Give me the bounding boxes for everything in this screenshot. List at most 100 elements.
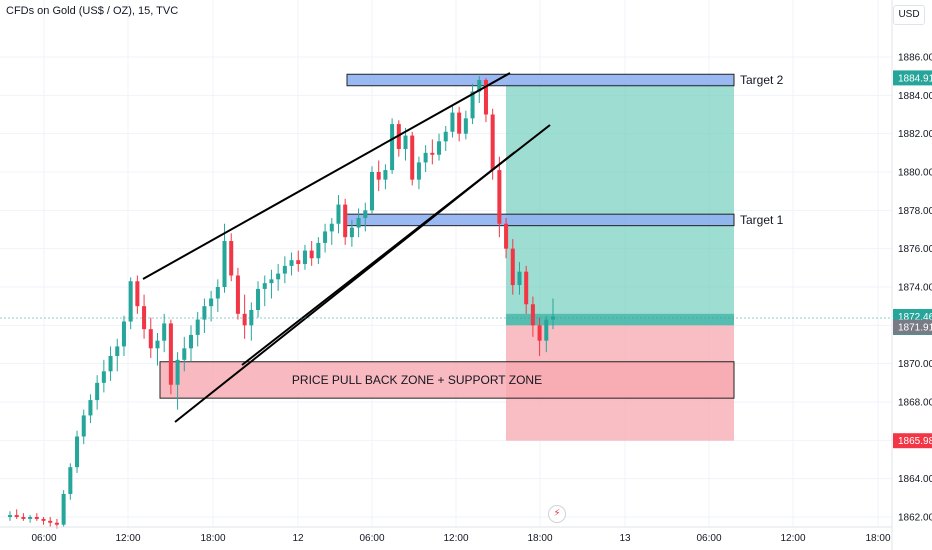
symbol-title: CFDs on Gold (US$ / OZ), 15, TVC (6, 5, 179, 17)
candle-body[interactable] (28, 517, 33, 519)
candle-body[interactable] (202, 306, 207, 320)
candle-body[interactable] (336, 204, 341, 224)
candle-body[interactable] (14, 515, 19, 517)
candle-body[interactable] (282, 265, 287, 274)
candle-body[interactable] (215, 287, 220, 299)
candle-body[interactable] (443, 131, 448, 142)
support-zone-box[interactable] (159, 361, 735, 399)
candle-body[interactable] (510, 248, 515, 286)
candle-body[interactable] (356, 218, 361, 228)
target-box[interactable] (343, 213, 735, 227)
candle-body[interactable] (524, 271, 529, 305)
candle-body[interactable] (490, 114, 495, 171)
candle-body[interactable] (497, 170, 502, 224)
candle-body[interactable] (115, 346, 120, 356)
candle-body[interactable] (249, 310, 254, 326)
candle-body[interactable] (7, 515, 13, 517)
candle-body[interactable] (61, 494, 66, 525)
y-tick-label: 1878.00 (898, 206, 932, 217)
candle-body[interactable] (416, 162, 421, 180)
candle-body[interactable] (128, 281, 133, 322)
candle-body[interactable] (517, 271, 522, 286)
candle-body[interactable] (242, 313, 247, 326)
candle-body[interactable] (262, 283, 267, 289)
candle-body[interactable] (101, 371, 106, 383)
candle-body[interactable] (537, 325, 542, 341)
candle-body[interactable] (209, 298, 214, 307)
target-zone[interactable] (506, 83, 734, 326)
candle-body[interactable] (329, 223, 334, 232)
candle-body[interactable] (182, 348, 187, 360)
candle-body[interactable] (383, 170, 388, 180)
price-tag-label: 1871.91 (898, 323, 932, 334)
candle-body[interactable] (21, 517, 26, 519)
candle-body[interactable] (349, 227, 354, 238)
candle-body[interactable] (390, 124, 395, 171)
time-axis[interactable]: 06:00 12:00 18:00 12 06:00 12:00 18:00 13 06:00 1… (0, 526, 892, 544)
candle-body[interactable] (309, 250, 314, 259)
candle-body[interactable] (121, 321, 126, 347)
candle-body[interactable] (470, 91, 475, 119)
candle-body[interactable] (316, 242, 321, 259)
candle-body[interactable] (423, 152, 428, 163)
candle-body[interactable] (135, 281, 140, 307)
candle-body[interactable] (323, 231, 328, 243)
candle-body[interactable] (48, 520, 53, 523)
candle-body[interactable] (175, 359, 180, 385)
candle-body[interactable] (376, 172, 381, 180)
x-tick-label: 13 (619, 533, 631, 544)
candle-body[interactable] (410, 135, 415, 180)
candle-body[interactable] (430, 152, 435, 155)
support-zone-label: PRICE PULL BACK ZONE + SUPPORT ZONE (292, 373, 542, 387)
candle-body[interactable] (276, 273, 281, 280)
candle-body[interactable] (95, 382, 100, 401)
candle-body[interactable] (363, 210, 368, 218)
candle-body[interactable] (188, 334, 194, 349)
candle-body[interactable] (75, 436, 80, 468)
price-tag-label: 1884.91 (898, 73, 932, 84)
candle-body[interactable] (34, 517, 39, 519)
target-box[interactable] (346, 73, 735, 87)
candle-body[interactable] (235, 275, 240, 314)
candle-body[interactable] (463, 118, 468, 134)
candle-body[interactable] (483, 80, 488, 115)
candle-body[interactable] (162, 323, 167, 341)
x-tick-label: 18:00 (527, 533, 552, 544)
price-tag (893, 70, 932, 86)
candle-body[interactable] (296, 260, 301, 264)
candle-body[interactable] (544, 319, 549, 341)
candle-body[interactable] (457, 112, 462, 134)
x-tick-label: 06:00 (359, 533, 384, 544)
candle-body[interactable] (108, 356, 113, 372)
candle-body[interactable] (269, 279, 274, 284)
currency-button[interactable]: USD (893, 5, 925, 25)
upper-channel-line[interactable] (142, 72, 511, 280)
candle-body[interactable] (41, 518, 46, 521)
candle-body[interactable] (229, 241, 234, 276)
candle-body[interactable] (289, 260, 294, 266)
candle-body[interactable] (54, 522, 59, 525)
candle-body[interactable] (168, 323, 173, 385)
candle-body[interactable] (369, 172, 375, 211)
candle-body[interactable] (504, 223, 509, 249)
candle-body[interactable] (81, 415, 86, 437)
candle-body[interactable] (530, 304, 535, 326)
lower-channel-line[interactable] (174, 151, 516, 423)
candle-body[interactable] (343, 204, 348, 238)
candle-body[interactable] (450, 112, 455, 132)
candle-body[interactable] (477, 80, 482, 92)
lightning-icon[interactable]: ⚡ (548, 505, 566, 523)
y-tick-label: 1874.00 (898, 283, 932, 294)
candle-body[interactable] (403, 135, 408, 149)
candle-body[interactable] (68, 467, 73, 494)
candle-body[interactable] (88, 400, 93, 416)
candle-body[interactable] (155, 340, 160, 349)
candle-body[interactable] (302, 250, 307, 264)
candle-body[interactable] (256, 288, 261, 310)
candle-body[interactable] (142, 306, 147, 330)
candle-body[interactable] (195, 319, 200, 335)
candle-body[interactable] (437, 141, 442, 155)
candle-body[interactable] (222, 241, 227, 287)
candle-body[interactable] (148, 329, 153, 349)
